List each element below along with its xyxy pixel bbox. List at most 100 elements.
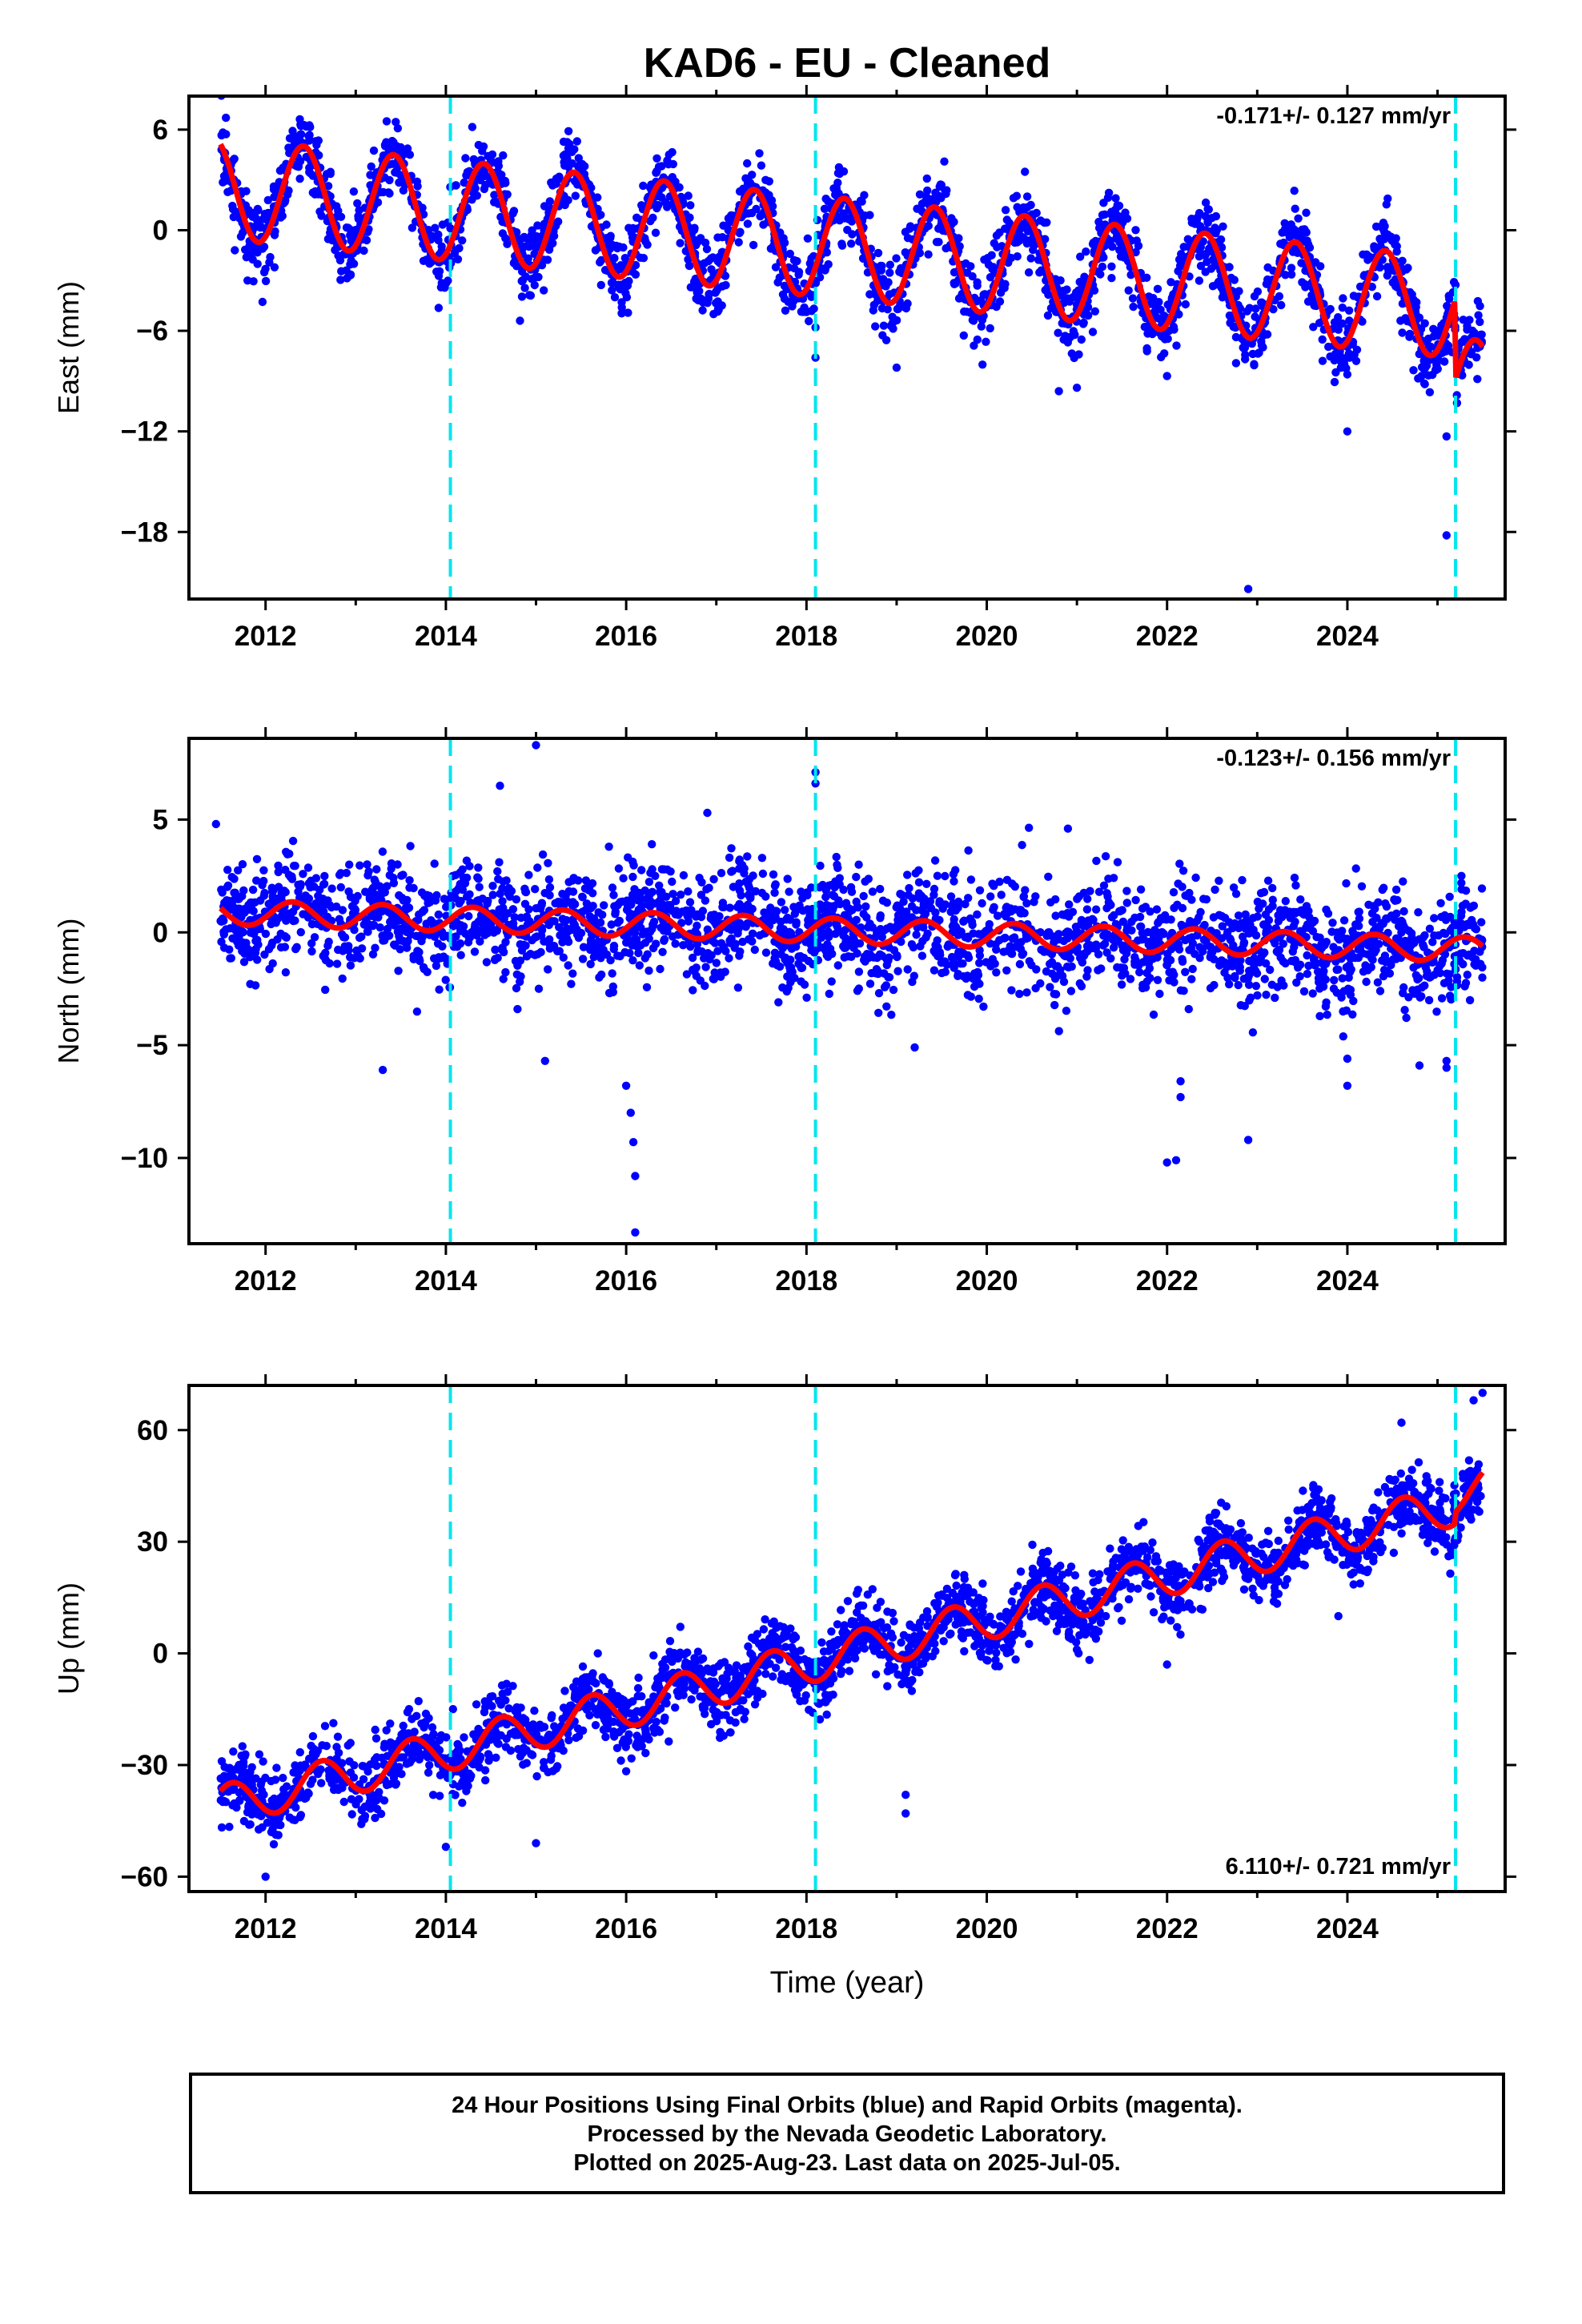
data-point	[1354, 945, 1363, 954]
data-point	[1056, 276, 1065, 285]
data-point	[381, 142, 390, 151]
data-point	[1451, 280, 1460, 289]
data-point	[230, 155, 239, 163]
data-point	[979, 290, 988, 300]
data-point	[756, 211, 765, 221]
data-point	[980, 255, 989, 264]
data-point	[1338, 927, 1347, 935]
data-point	[1100, 210, 1110, 219]
data-point	[816, 861, 825, 870]
data-point	[1175, 261, 1185, 270]
data-point	[282, 933, 291, 943]
data-point	[1153, 953, 1162, 962]
data-point	[1268, 883, 1277, 893]
data-point	[690, 280, 700, 290]
data-point	[284, 186, 293, 195]
data-point	[1006, 942, 1015, 951]
data-point	[914, 866, 923, 875]
data-point	[393, 860, 402, 869]
data-point	[698, 306, 707, 315]
data-point	[1290, 943, 1299, 951]
data-point	[335, 255, 345, 265]
data-point	[1349, 996, 1358, 1006]
data-point	[537, 926, 547, 935]
data-point	[270, 263, 279, 271]
data-point	[1323, 1010, 1331, 1019]
data-point	[883, 305, 892, 314]
data-point	[785, 887, 793, 896]
data-point	[532, 932, 541, 941]
data-point	[1031, 983, 1040, 993]
data-point	[296, 880, 305, 889]
data-point	[332, 959, 342, 968]
data-point	[1330, 975, 1339, 985]
data-point	[261, 929, 271, 939]
data-point	[531, 243, 540, 251]
data-point	[685, 909, 693, 919]
data-point	[847, 887, 857, 896]
data-point	[935, 899, 944, 908]
data-point	[516, 235, 525, 243]
data-point	[1444, 292, 1453, 300]
data-point	[540, 202, 549, 211]
data-point	[460, 877, 468, 887]
data-point	[1264, 905, 1274, 914]
data-point	[1199, 237, 1208, 246]
data-point	[518, 275, 528, 285]
data-point	[474, 140, 483, 150]
data-point	[228, 205, 238, 214]
data-point	[408, 223, 417, 232]
data-point	[539, 223, 548, 232]
data-point	[822, 248, 832, 257]
data-point	[258, 881, 267, 890]
data-point	[1246, 993, 1255, 1003]
data-point	[270, 192, 279, 202]
data-point	[512, 895, 521, 904]
data-point	[841, 943, 850, 952]
data-point	[422, 255, 431, 264]
data-point	[572, 137, 581, 146]
data-point	[1390, 895, 1399, 904]
data-point	[783, 875, 792, 883]
data-point	[614, 283, 624, 292]
data-point	[882, 1002, 891, 1011]
data-point	[600, 266, 610, 275]
data-point	[434, 235, 443, 245]
data-point	[1420, 319, 1429, 328]
data-point	[331, 246, 339, 255]
data-point	[604, 842, 613, 851]
data-point	[579, 943, 588, 951]
data-point	[1160, 349, 1169, 358]
data-point	[614, 864, 624, 873]
data-point	[307, 919, 317, 929]
data-point	[1088, 239, 1098, 248]
data-point	[488, 150, 497, 159]
data-point	[879, 321, 889, 330]
outlier-point	[1343, 370, 1352, 379]
data-point	[960, 307, 969, 316]
data-point	[830, 883, 839, 892]
data-point	[558, 890, 567, 899]
data-point	[916, 942, 925, 951]
data-point	[391, 118, 400, 127]
data-point	[494, 157, 503, 166]
data-point	[586, 959, 595, 969]
data-point	[1263, 330, 1272, 339]
data-point	[1131, 895, 1140, 905]
data-point	[1259, 949, 1268, 959]
data-point	[941, 871, 950, 881]
data-point	[1018, 232, 1027, 242]
data-point	[854, 967, 864, 976]
data-point	[278, 211, 287, 220]
data-point	[389, 874, 398, 883]
data-point	[302, 152, 311, 162]
data-point	[745, 883, 754, 893]
data-point	[292, 943, 301, 951]
data-point	[327, 884, 336, 893]
data-point	[1129, 302, 1138, 312]
data-point	[606, 231, 615, 240]
data-point	[1372, 292, 1382, 301]
data-point	[1342, 879, 1351, 888]
data-point	[966, 914, 975, 923]
data-point	[1062, 1007, 1071, 1015]
